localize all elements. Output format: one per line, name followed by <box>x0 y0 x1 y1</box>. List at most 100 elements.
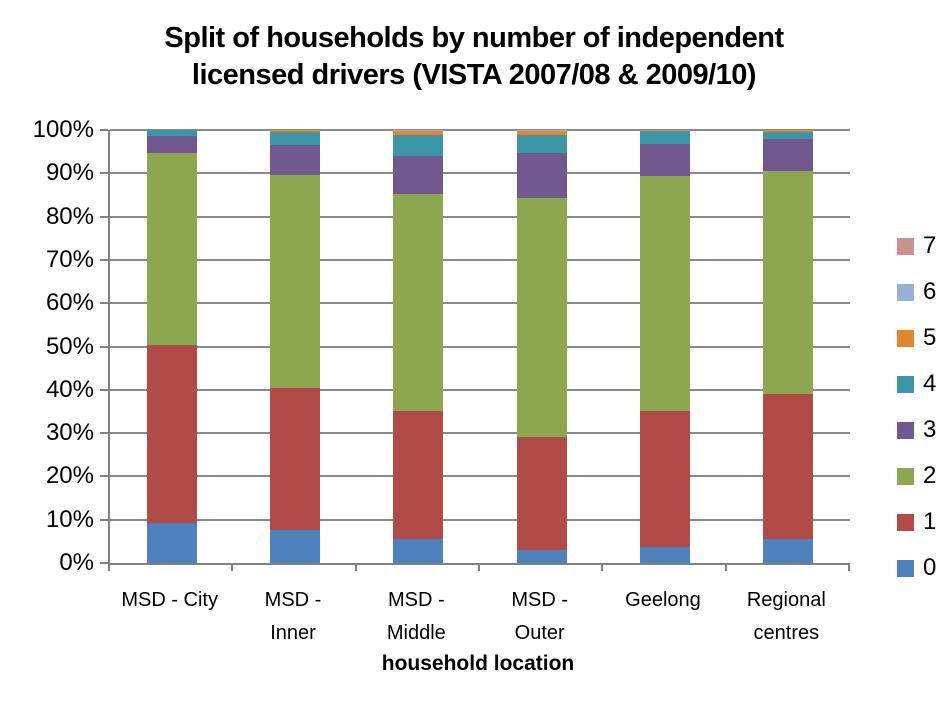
bar-segment-drivers-4 <box>516 134 567 153</box>
legend-label-6: 6 <box>923 278 937 305</box>
bar-slot <box>357 130 480 563</box>
y-axis-tick-label: 100% <box>32 116 94 143</box>
y-axis-tick <box>100 172 108 175</box>
legend-label-4: 4 <box>923 370 937 397</box>
x-axis-tick <box>724 563 727 571</box>
bar-segment-drivers-1 <box>393 411 444 539</box>
bar-segment-drivers-5 <box>516 131 567 135</box>
x-axis-tick <box>108 563 110 571</box>
bar-segment-drivers-4 <box>146 130 197 137</box>
y-axis-tick-label: 20% <box>45 462 94 490</box>
x-axis-tick <box>478 563 480 571</box>
legend-label-5: 5 <box>923 324 937 351</box>
legend-swatch-1 <box>897 513 914 531</box>
y-gridline <box>110 345 850 348</box>
stacked-bar-msd-inner <box>269 130 320 563</box>
legend-label-7: 7 <box>923 232 937 259</box>
y-axis-tick <box>100 518 108 521</box>
bar-slot <box>233 130 356 563</box>
bar-segment-drivers-0 <box>393 538 444 563</box>
bar-segment-drivers-3 <box>146 136 197 153</box>
y-axis-tick <box>100 258 108 261</box>
legend-item-4: 4 <box>897 370 937 397</box>
legend-swatch-3 <box>897 421 914 439</box>
y-gridline <box>110 518 850 521</box>
y-gridline <box>110 172 850 175</box>
stacked-bar-msd-city <box>146 130 197 563</box>
y-gridline <box>110 302 850 305</box>
y-gridline <box>110 215 850 218</box>
legend-label-3: 3 <box>923 416 937 443</box>
bar-segment-drivers-2 <box>763 170 814 395</box>
x-axis-category-label: Regional centres <box>746 589 826 644</box>
bar-segment-drivers-2 <box>393 194 444 412</box>
bar-segment-drivers-3 <box>763 139 814 171</box>
y-axis-tick-label: 90% <box>45 159 94 187</box>
bars-container <box>110 130 850 563</box>
legend-swatch-7 <box>897 237 914 255</box>
x-axis-tick <box>601 563 604 571</box>
bar-segment-drivers-3 <box>269 145 320 176</box>
stacked-bar-msd-middle <box>393 130 444 563</box>
stacked-bar-regional-centres <box>763 130 814 563</box>
bar-slot <box>727 130 850 563</box>
bar-segment-drivers-2 <box>516 198 567 438</box>
x-axis-category-label: MSD - Middle <box>386 589 446 644</box>
legend-item-6: 6 <box>897 278 937 305</box>
chart-title-line2: licensed drivers (VISTA 2007/08 & 2009/1… <box>191 59 757 91</box>
y-axis-tick <box>100 345 108 348</box>
bar-segment-drivers-4 <box>763 131 814 140</box>
bar-segment-drivers-1 <box>639 411 690 547</box>
y-axis-tick-label: 30% <box>45 419 94 447</box>
bar-segment-drivers-1 <box>269 388 320 531</box>
bar-segment-drivers-4 <box>639 131 690 144</box>
legend-label-0: 0 <box>923 554 937 581</box>
bar-segment-drivers-0 <box>146 523 197 563</box>
y-gridline <box>110 258 850 261</box>
y-axis-tick-label: 10% <box>45 505 94 533</box>
legend-item-3: 3 <box>897 416 937 443</box>
legend-swatch-6 <box>897 283 914 301</box>
y-axis-tick-label: 50% <box>45 332 94 360</box>
bar-segment-drivers-4 <box>393 134 444 156</box>
y-gridline <box>110 432 850 435</box>
y-axis-tick <box>100 562 108 564</box>
bar-segment-drivers-2 <box>146 152 197 345</box>
chart-title-line1: Split of households by number of indepen… <box>164 22 784 54</box>
y-gridline <box>110 129 850 131</box>
legend-item-2: 2 <box>897 462 937 489</box>
legend-label-1: 1 <box>923 508 937 535</box>
plot-area <box>108 129 850 565</box>
bar-segment-drivers-5 <box>639 130 690 132</box>
bar-slot <box>603 130 726 563</box>
legend-label-2: 2 <box>923 462 937 489</box>
y-axis-tick-label: 0% <box>59 549 94 576</box>
x-axis-tick <box>848 563 850 571</box>
bar-segment-drivers-5 <box>763 130 814 132</box>
y-axis-tick-label: 40% <box>45 375 94 403</box>
bar-segment-drivers-3 <box>393 155 444 195</box>
legend-item-0: 0 <box>897 554 937 581</box>
y-axis-tick <box>100 302 108 305</box>
stacked-bar-geelong <box>639 130 690 563</box>
x-axis-category-label: MSD - City <box>121 589 218 611</box>
legend: 7 6 5 4 3 2 1 0 <box>897 232 937 581</box>
bar-segment-drivers-1 <box>763 394 814 539</box>
bar-segment-drivers-5 <box>393 131 444 135</box>
bar-segment-drivers-3 <box>516 152 567 198</box>
bar-segment-drivers-6 <box>516 130 567 132</box>
legend-swatch-0 <box>897 559 914 577</box>
y-gridline <box>110 388 850 391</box>
y-gridline <box>110 475 850 478</box>
legend-swatch-5 <box>897 329 914 347</box>
bar-segment-drivers-6 <box>393 130 444 132</box>
x-axis-title: household location <box>381 652 575 675</box>
bar-slot <box>110 130 233 563</box>
y-axis-tick <box>100 475 108 478</box>
bar-segment-drivers-4 <box>269 131 320 146</box>
bar-segment-drivers-1 <box>146 344 197 524</box>
y-axis-tick <box>100 215 108 218</box>
bar-segment-drivers-2 <box>269 175 320 389</box>
bar-segment-drivers-3 <box>639 143 690 176</box>
